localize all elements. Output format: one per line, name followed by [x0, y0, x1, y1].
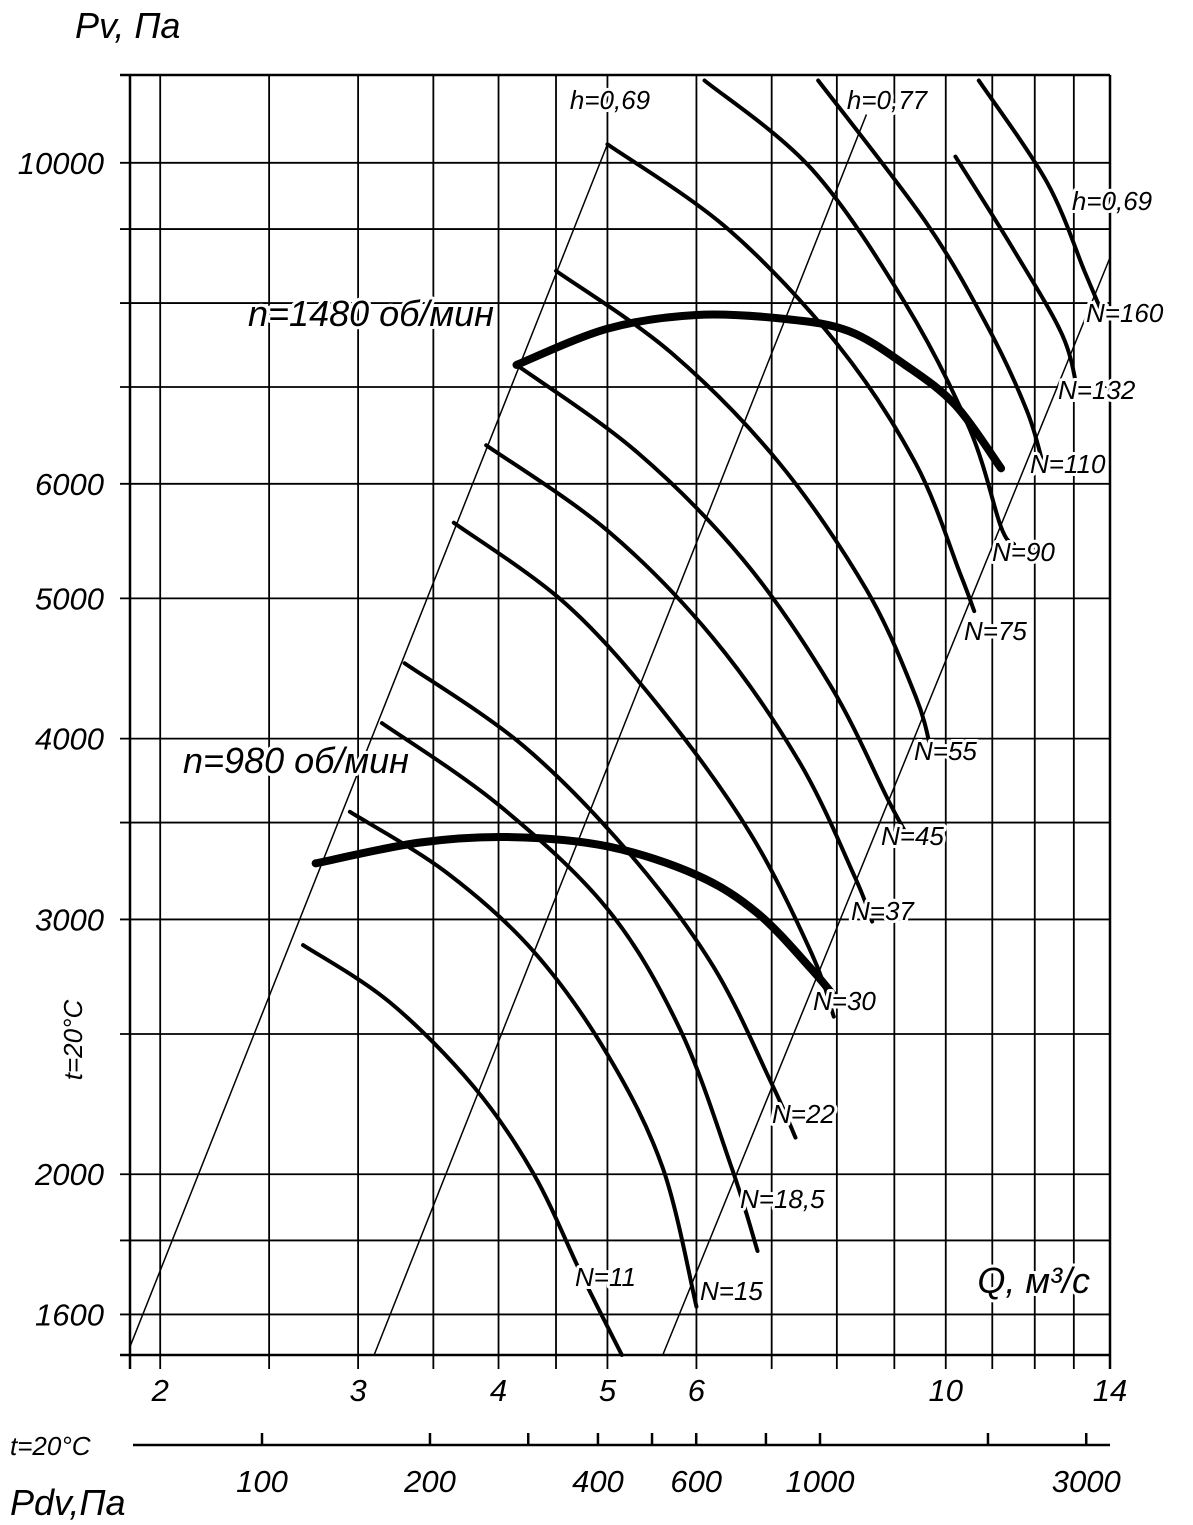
pdv-tick-label: 200 — [403, 1464, 456, 1499]
power-curve — [702, 78, 1016, 547]
x-tick-label: 5 — [599, 1373, 617, 1408]
x-tick-label: 2 — [151, 1373, 169, 1408]
pdv-condition-label: t=20°C — [10, 1431, 91, 1461]
x-tick-label: 4 — [490, 1373, 507, 1408]
y-tick-label: 4000 — [35, 722, 104, 757]
power-label: N=30 — [813, 986, 876, 1016]
x-tick-label: 10 — [929, 1373, 963, 1408]
speed-curve — [311, 832, 841, 1004]
x-axis-title: Q, м³/с — [977, 1260, 1090, 1301]
power-curve — [976, 78, 1105, 317]
power-label: N=45 — [881, 821, 944, 851]
y-tick-label: 2000 — [34, 1157, 104, 1192]
x-tick-label: 6 — [688, 1373, 706, 1408]
power-label: N=37 — [851, 896, 915, 926]
grid — [120, 75, 1111, 1369]
y-axis-title: Pv, Па — [75, 5, 180, 46]
efficiency-label: h=0,69 — [570, 85, 650, 115]
pdv-tick-label: 1000 — [786, 1464, 855, 1499]
y-tick-label: 10000 — [18, 146, 104, 181]
power-label: N=22 — [772, 1099, 835, 1129]
power-curve — [554, 268, 933, 752]
power-curve — [484, 443, 875, 924]
efficiency-label: h=0,77 — [847, 85, 929, 115]
power-curve — [451, 520, 836, 1019]
speed-label: n=980 об/мин — [183, 740, 409, 781]
power-curve — [605, 142, 977, 614]
speed-label: n=1480 об/мин — [248, 293, 494, 334]
y-tick-label: 6000 — [35, 467, 104, 502]
power-curve — [379, 721, 760, 1253]
power-curve — [816, 78, 1045, 466]
power-label: N=55 — [914, 736, 977, 766]
power-label: N=90 — [992, 537, 1055, 567]
speed-curves — [311, 310, 1006, 1004]
power-curves — [301, 78, 1105, 1357]
condition-label: t=20°C — [58, 1000, 88, 1081]
pdv-tick-label: 100 — [236, 1464, 288, 1499]
efficiency-label: h=0,69 — [1072, 186, 1152, 216]
x-tick-label: 3 — [349, 1373, 366, 1408]
power-curve — [301, 943, 624, 1357]
efficiency-line — [662, 257, 1111, 1356]
plot-frame — [120, 73, 1112, 1447]
y-tick-label: 3000 — [35, 902, 104, 937]
x-tick-label: 14 — [1093, 1373, 1127, 1408]
pdv-tick-label: 400 — [572, 1464, 624, 1499]
power-label: N=18,5 — [740, 1184, 825, 1214]
pdv-tick-label: 3000 — [1052, 1464, 1121, 1499]
power-label: N=132 — [1058, 375, 1136, 405]
pdv-axis-title: Pdv,Па — [10, 1482, 125, 1523]
y-tick-label: 1600 — [35, 1297, 104, 1332]
chart-labels: 2 3 4 5 6 10 14 10000 6000 5000 4000 3000 2000 1600 10… — [10, 5, 1167, 1523]
power-label: N=11 — [575, 1262, 636, 1292]
power-curve — [514, 362, 913, 843]
power-label: N=15 — [700, 1276, 763, 1306]
power-curve — [402, 661, 798, 1140]
y-tick-label: 5000 — [35, 581, 104, 616]
efficiency-line — [129, 143, 609, 1347]
power-label: N=110 — [1030, 449, 1106, 479]
power-label: N=160 — [1086, 298, 1164, 328]
pdv-tick-label: 600 — [670, 1464, 722, 1499]
speed-curve — [512, 310, 1006, 473]
power-curve — [953, 154, 1080, 394]
power-curve — [347, 809, 699, 1309]
power-label: N=75 — [964, 616, 1027, 646]
